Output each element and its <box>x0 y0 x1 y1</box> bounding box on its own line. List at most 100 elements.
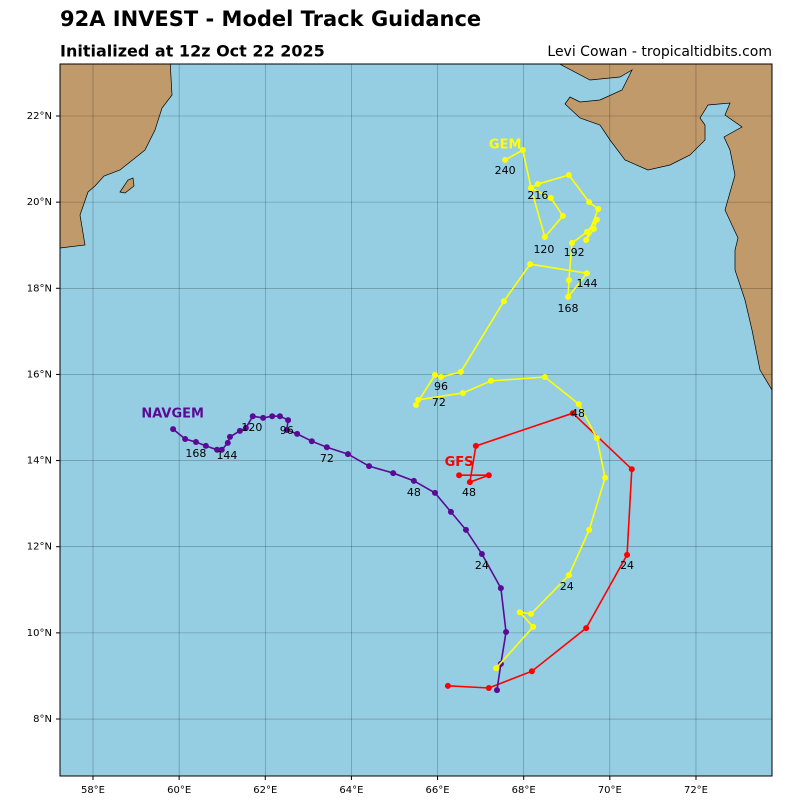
track-point <box>276 413 283 420</box>
hour-label: 120 <box>533 243 554 256</box>
track-point <box>593 216 600 223</box>
track-point <box>415 396 422 403</box>
frame <box>59 63 773 777</box>
track-point <box>431 489 438 496</box>
track-point <box>431 371 438 378</box>
hour-label: 96 <box>280 424 294 437</box>
track-point <box>260 414 267 421</box>
land <box>60 64 772 391</box>
track-point <box>249 413 256 420</box>
track-point <box>308 438 315 445</box>
track-point <box>366 463 373 470</box>
x-tick-label: 58°E <box>81 785 105 796</box>
track-point <box>565 277 572 284</box>
track-point <box>586 199 593 206</box>
hour-label: 48 <box>462 486 476 499</box>
track-point <box>410 477 417 484</box>
track-point <box>502 156 509 163</box>
ocean <box>60 64 772 776</box>
track-point <box>583 237 590 244</box>
hour-label: 72 <box>432 396 446 409</box>
track-point <box>534 181 541 188</box>
track-point <box>528 610 535 617</box>
track-point <box>565 171 572 178</box>
hour-label: 48 <box>571 407 585 420</box>
track-point <box>590 225 597 232</box>
track-point <box>202 442 209 449</box>
hour-label: 216 <box>527 189 548 202</box>
track-point <box>192 439 199 446</box>
track-point <box>224 439 231 446</box>
track-point <box>269 413 276 420</box>
masirah <box>119 177 135 194</box>
track-point <box>466 479 473 486</box>
hour-label: 24 <box>475 559 489 572</box>
track-point <box>457 368 464 375</box>
track-point <box>242 424 249 431</box>
hour-label: 168 <box>185 447 206 460</box>
track-point <box>472 442 479 449</box>
track-point <box>500 298 507 305</box>
track-point <box>528 184 535 191</box>
y-tick-label: 18°N <box>27 283 52 294</box>
track-point <box>527 261 534 268</box>
hour-label: 192 <box>564 246 585 259</box>
x-tick-label: 68°E <box>512 785 536 796</box>
x-tick-label: 66°E <box>426 785 450 796</box>
track-point <box>226 433 233 440</box>
arabia <box>60 64 173 249</box>
x-tick-label: 60°E <box>167 785 191 796</box>
track-point <box>182 436 189 443</box>
track-point <box>528 668 535 675</box>
track-point <box>568 240 575 247</box>
hour-label: 24 <box>560 580 574 593</box>
track-point <box>584 270 591 277</box>
track-point <box>444 682 451 689</box>
hour-label: 120 <box>241 421 262 434</box>
track-point <box>593 435 600 442</box>
track-point <box>569 410 576 417</box>
hour-label: 168 <box>558 302 579 315</box>
track-point <box>519 147 526 154</box>
track-point <box>390 470 397 477</box>
y-tick-label: 20°N <box>27 197 52 208</box>
track-point <box>459 389 466 396</box>
x-tick-label: 70°E <box>598 785 622 796</box>
model-name: GEM <box>489 137 522 152</box>
hour-label: 144 <box>216 449 237 462</box>
hour-label: 96 <box>434 380 448 393</box>
subtitle: Initialized at 12z Oct 22 2025 <box>60 42 325 61</box>
track-point <box>541 374 548 381</box>
hour-label: 240 <box>495 164 516 177</box>
track-point <box>624 551 631 558</box>
y-tick-label: 10°N <box>27 628 52 639</box>
india <box>558 64 772 391</box>
y-tick-label: 14°N <box>27 456 52 467</box>
track-point <box>541 234 548 241</box>
y-tick-label: 22°N <box>27 111 52 122</box>
track-point <box>447 508 454 515</box>
model-name: NAVGEM <box>141 407 204 422</box>
track-point <box>236 427 243 434</box>
title: 92A INVEST - Model Track Guidance <box>60 7 481 31</box>
track-point <box>462 526 469 533</box>
track-point <box>547 194 554 201</box>
track-point <box>586 526 593 533</box>
track-point <box>485 472 492 479</box>
track-point <box>485 685 492 692</box>
track-point <box>170 426 177 433</box>
track-point <box>565 293 572 300</box>
track-point <box>214 446 221 453</box>
track-point <box>516 609 523 616</box>
track-point <box>595 206 602 213</box>
y-tick-label: 8°N <box>33 714 52 725</box>
track-point <box>584 228 591 235</box>
track-point <box>478 551 485 558</box>
track-point <box>438 374 445 381</box>
track-point <box>323 444 330 451</box>
track-point <box>559 212 566 219</box>
track-point <box>493 687 500 694</box>
x-tick-label: 72°E <box>684 785 708 796</box>
track-point <box>493 665 500 672</box>
